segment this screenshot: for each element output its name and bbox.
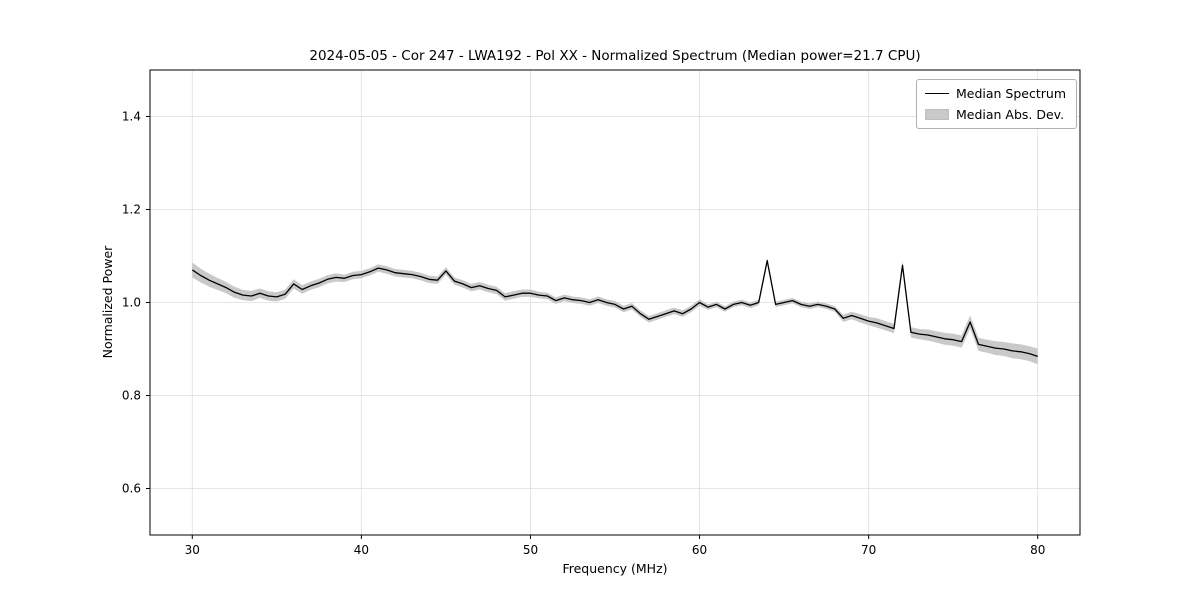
median-abs-dev-band-swatch [924, 109, 949, 120]
legend-item-median-abs-dev: Median Abs. Dev. [924, 107, 1066, 122]
median-spectrum-line [191, 259, 1038, 358]
x-tick-label: 80 [1030, 543, 1045, 557]
y-tick-label: 1.0 [122, 296, 141, 310]
chart-title: 2024-05-05 - Cor 247 - LWA192 - Pol XX -… [309, 48, 921, 64]
mad-band [192, 257, 1038, 365]
x-tick-label: 50 [523, 543, 538, 557]
x-tick-label: 30 [185, 543, 200, 557]
median-spectrum-line-swatch [924, 93, 949, 94]
y-tick-label: 0.8 [122, 389, 141, 403]
x-tick-label: 40 [354, 543, 369, 557]
y-tick-label: 1.4 [122, 110, 141, 124]
y-axis-label: Normalized Power [100, 245, 115, 359]
x-tick-label: 70 [861, 543, 876, 557]
x-tick-label: 60 [692, 543, 707, 557]
legend: Median Spectrum Median Abs. Dev. [915, 79, 1077, 129]
y-tick-label: 1.2 [122, 203, 141, 217]
legend-label-median-abs-dev: Median Abs. Dev. [955, 107, 1065, 122]
y-tick-label: 0.6 [122, 482, 141, 496]
legend-item-median-spectrum: Median Spectrum [924, 86, 1066, 101]
legend-label-median-spectrum: Median Spectrum [955, 86, 1066, 101]
x-axis-label: Frequency (MHz) [562, 561, 668, 576]
